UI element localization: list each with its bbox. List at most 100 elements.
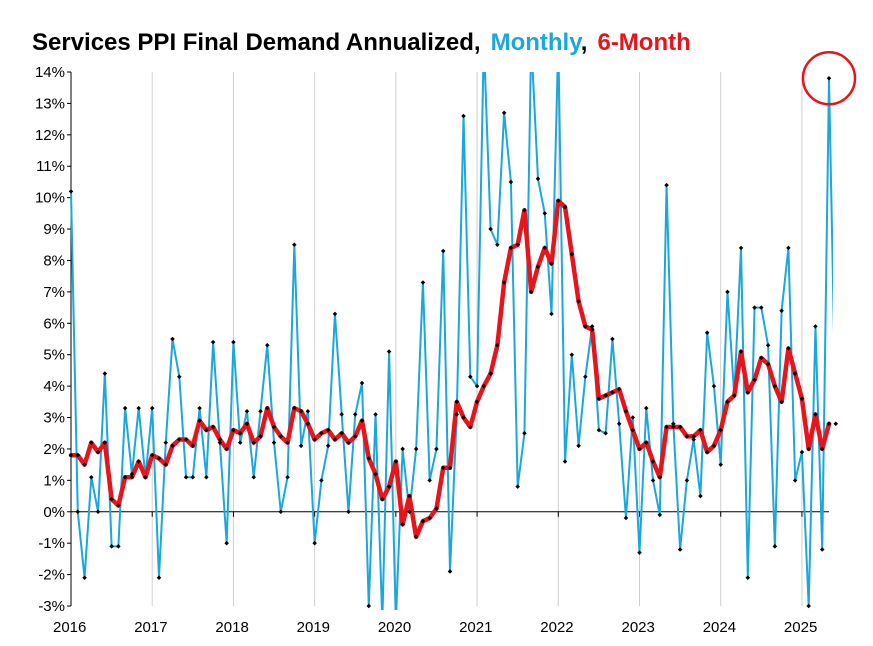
monthly-point xyxy=(170,336,175,342)
six-month-point xyxy=(305,421,311,427)
six-month-point xyxy=(210,424,216,430)
y-tick-label: 7% xyxy=(43,284,65,301)
six-month-point xyxy=(813,412,818,417)
monthly-point xyxy=(271,440,277,445)
monthly-point xyxy=(806,603,811,609)
six-month-point xyxy=(772,383,778,389)
x-tick-label: 2024 xyxy=(703,619,736,636)
y-tick-label: 5% xyxy=(43,347,65,364)
chart-title: Services PPI Final Demand Annualized, Mon… xyxy=(32,29,691,56)
six-month-point xyxy=(765,361,771,367)
six-month-point xyxy=(298,408,304,414)
six-month-point xyxy=(427,515,432,521)
monthly-point xyxy=(278,509,284,515)
six-month-point xyxy=(380,496,385,502)
six-month-point xyxy=(704,449,710,455)
monthly-point xyxy=(197,405,202,411)
monthly-point xyxy=(292,242,297,248)
six-month-point xyxy=(122,474,128,480)
monthly-point xyxy=(102,371,108,376)
monthly-point xyxy=(359,380,365,386)
six-month-point xyxy=(231,427,236,433)
x-axis-tick-labels: 2016 2017 2018 2019 2020 2021 2022 2023 2024 2025 xyxy=(53,619,817,636)
monthly-point xyxy=(149,405,155,411)
six-month-point xyxy=(488,371,493,376)
monthly-point xyxy=(630,415,635,420)
monthly-point xyxy=(82,575,87,580)
six-month-point xyxy=(204,427,209,433)
monthly-point xyxy=(386,349,392,354)
monthly-point xyxy=(427,478,432,483)
six-month-point xyxy=(799,396,805,401)
six-month-point xyxy=(359,418,365,423)
six-month-point xyxy=(684,434,690,439)
y-axis-tick-labels: -3% -2% -1% 0% 1% 2% 3% 4% 5% 6% 7% 8% 9% 10% 11% 12% 13… xyxy=(35,64,65,615)
monthly-point xyxy=(407,509,412,515)
six-month-point xyxy=(698,427,703,433)
monthly-point xyxy=(826,76,832,81)
monthly-point xyxy=(434,446,439,452)
y-tick-label: 11% xyxy=(36,158,65,175)
monthly-point xyxy=(691,437,696,442)
monthly-point xyxy=(616,421,622,427)
series-6-month xyxy=(68,198,832,540)
x-tick-label: 2016 xyxy=(53,619,86,636)
y-tick-label: 6% xyxy=(43,315,65,332)
six-month-point xyxy=(535,264,541,270)
six-month-point xyxy=(786,346,791,351)
y-tick-label: -1% xyxy=(38,535,65,552)
six-month-point xyxy=(677,424,683,430)
monthly-point xyxy=(704,330,710,335)
monthly-point xyxy=(765,343,771,348)
grid-lines xyxy=(70,72,803,606)
six-month-point xyxy=(352,434,358,439)
monthly-point xyxy=(813,324,818,329)
x-tick-label: 2023 xyxy=(622,619,655,636)
six-month-point xyxy=(285,440,290,445)
monthly-point xyxy=(210,339,216,345)
y-tick-label: 13% xyxy=(35,95,65,112)
axes xyxy=(67,71,829,607)
monthly-point xyxy=(461,113,466,119)
monthly-point xyxy=(373,412,378,417)
six-month-point xyxy=(671,424,676,430)
monthly-point xyxy=(792,478,798,483)
monthly-point xyxy=(535,176,541,182)
monthly-point xyxy=(772,544,778,549)
six-month-point xyxy=(691,434,696,439)
monthly-point xyxy=(116,544,121,549)
six-month-point xyxy=(528,289,534,295)
six-month-point xyxy=(481,383,487,389)
six-month-point xyxy=(332,437,338,442)
data-point-markers xyxy=(68,76,839,609)
six-month-point xyxy=(583,324,588,329)
monthly-point xyxy=(819,547,825,552)
six-month-point xyxy=(292,405,297,411)
monthly-point xyxy=(129,471,135,477)
six-month-point xyxy=(711,443,717,449)
six-month-point xyxy=(129,474,135,480)
monthly-point xyxy=(644,405,649,411)
six-month-point xyxy=(89,440,94,445)
monthly-point xyxy=(352,412,358,417)
monthly-point xyxy=(400,446,405,452)
monthly-point xyxy=(501,110,507,116)
monthly-point xyxy=(671,421,676,427)
y-tick-label: -3% xyxy=(38,598,65,615)
title-part-3: 6-Month xyxy=(597,29,690,56)
six-month-point xyxy=(278,434,284,439)
six-month-point xyxy=(589,327,595,332)
monthly-point xyxy=(752,305,757,310)
monthly-point xyxy=(109,544,114,549)
six-month-point xyxy=(265,405,270,411)
monthly-point xyxy=(366,603,372,609)
monthly-point xyxy=(759,305,764,310)
six-month-point xyxy=(386,484,392,489)
monthly-point xyxy=(265,343,270,348)
monthly-point xyxy=(833,421,839,427)
monthly-point xyxy=(190,474,196,480)
monthly-point xyxy=(231,339,236,345)
y-tick-label: 8% xyxy=(43,252,65,269)
monthly-point xyxy=(244,408,250,414)
